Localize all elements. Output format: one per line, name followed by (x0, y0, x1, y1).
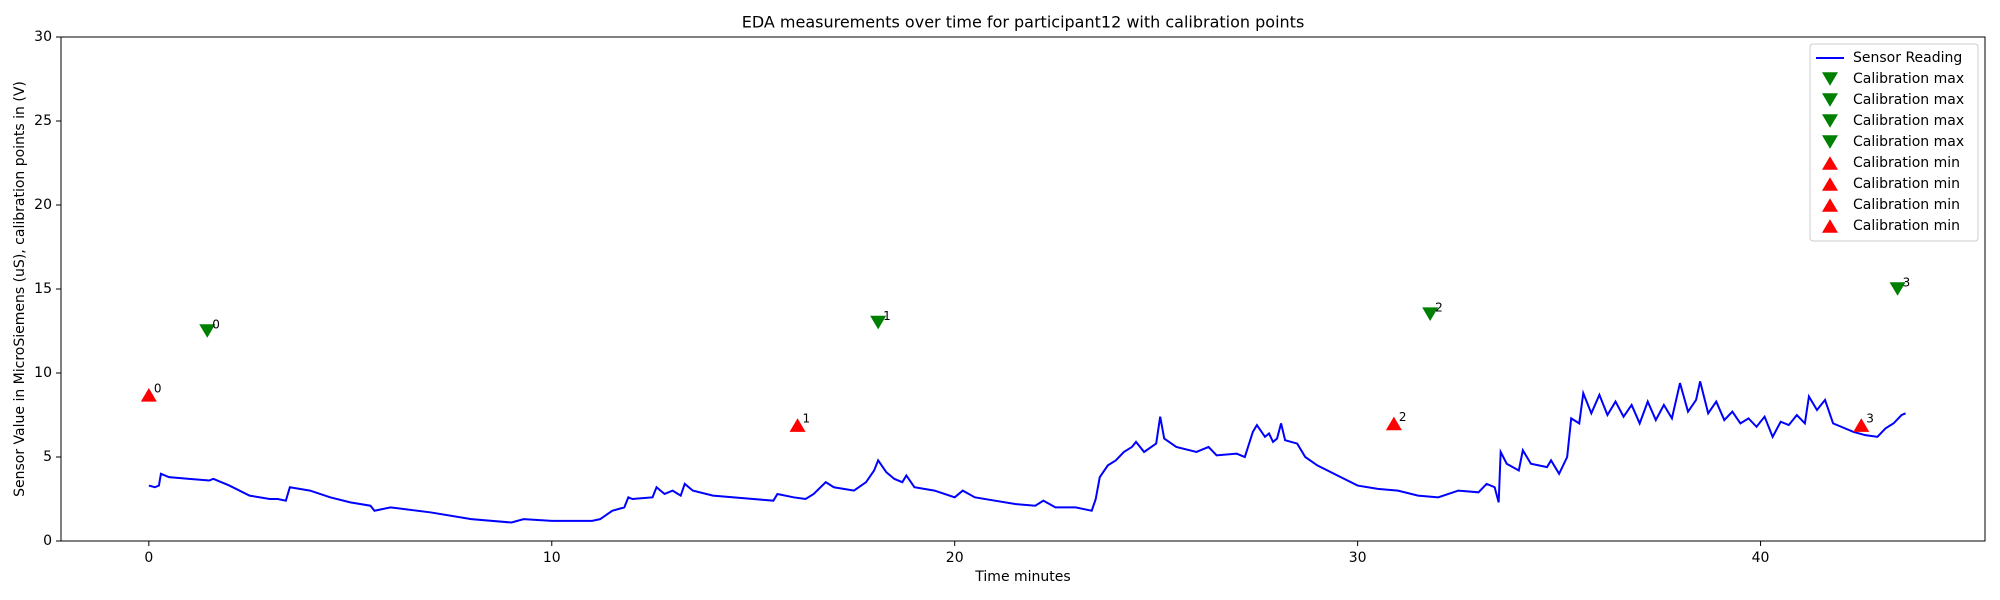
x-tick-label: 30 (1349, 550, 1367, 566)
x-tick-label: 10 (543, 550, 561, 566)
x-axis-label: Time minutes (974, 569, 1070, 585)
point-annotation: 3 (1903, 276, 1911, 290)
y-tick-label: 20 (34, 197, 52, 213)
calibration-marker (1422, 307, 1439, 321)
point-annotation: 3 (1866, 412, 1874, 426)
legend-label: Sensor Reading (1853, 50, 1962, 66)
legend-label: Calibration min (1853, 155, 1960, 171)
x-tick-label: 0 (144, 550, 153, 566)
legend-swatch (1822, 156, 1838, 170)
x-tick-label: 20 (946, 550, 964, 566)
legend-label: Calibration min (1853, 176, 1960, 192)
legend-swatch (1822, 219, 1838, 233)
chart-title: EDA measurements over time for participa… (742, 13, 1305, 32)
legend-swatch (1822, 135, 1838, 149)
legend-swatch (1822, 114, 1838, 128)
calibration-marker (1385, 416, 1402, 431)
x-tick-label: 40 (1752, 550, 1770, 566)
calibration-marker (1853, 418, 1870, 432)
point-annotation: 1 (883, 309, 891, 323)
calibration-marker (789, 418, 806, 432)
point-annotation: 2 (1435, 301, 1443, 315)
calibration-marker (870, 315, 887, 330)
legend-label: Calibration min (1853, 218, 1960, 234)
y-tick-label: 25 (34, 113, 52, 129)
legend-swatch (1822, 72, 1838, 86)
y-tick-label: 5 (43, 449, 52, 465)
calibration-marker (1889, 282, 1906, 296)
legend-box (1809, 43, 1979, 242)
y-axis-label: Sensor Value in MicroSiemens (uS), calib… (12, 81, 28, 497)
legend-label: Calibration max (1853, 92, 1964, 108)
legend-label: Calibration max (1853, 134, 1964, 150)
point-annotation: 0 (212, 318, 220, 332)
y-tick-label: 10 (34, 365, 52, 381)
legend-label: Calibration max (1853, 113, 1964, 129)
plot-frame (60, 36, 1986, 542)
calibration-marker (199, 324, 216, 338)
y-tick-label: 30 (34, 29, 52, 45)
legend-swatch (1822, 198, 1838, 212)
legend-swatch (1822, 177, 1838, 191)
legend-label: Calibration max (1853, 71, 1964, 87)
y-tick-label: 15 (34, 281, 52, 297)
sensor-line (148, 381, 1907, 524)
calibration-marker (140, 388, 157, 402)
y-tick-label: 0 (43, 533, 52, 549)
legend-label: Calibration min (1853, 197, 1960, 213)
legend-swatch (1822, 93, 1838, 107)
point-annotation: 1 (803, 412, 811, 426)
point-annotation: 2 (1399, 410, 1407, 424)
point-annotation: 0 (154, 381, 162, 395)
